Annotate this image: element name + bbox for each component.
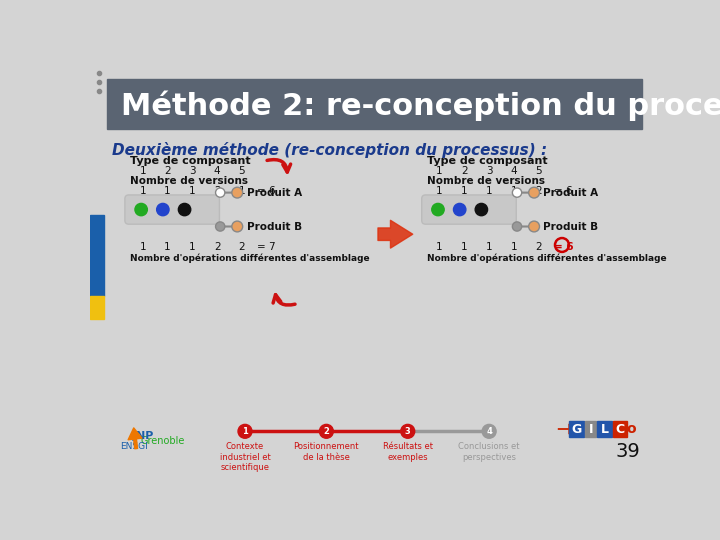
Text: G: G (572, 422, 582, 436)
Text: Produit A: Produit A (246, 187, 302, 198)
Text: Produit B: Produit B (544, 221, 598, 232)
Text: C: C (616, 422, 625, 436)
Circle shape (401, 424, 415, 438)
Text: Résultats et
exemples: Résultats et exemples (383, 442, 433, 462)
Circle shape (157, 204, 169, 215)
Text: Positionnement
de la thèse: Positionnement de la thèse (294, 442, 359, 462)
Circle shape (232, 187, 243, 198)
Text: Grenoble: Grenoble (140, 436, 185, 446)
Text: 1: 1 (189, 186, 196, 195)
Text: 5: 5 (536, 166, 542, 176)
Text: 1: 1 (436, 186, 443, 195)
Text: 1: 1 (238, 186, 246, 195)
Text: 2: 2 (214, 186, 220, 195)
Text: Nombre d'opérations différentes d'assemblage: Nombre d'opérations différentes d'assemb… (130, 253, 370, 263)
Circle shape (215, 188, 225, 197)
Text: 1: 1 (140, 186, 146, 195)
Text: 2: 2 (461, 166, 467, 176)
Text: 1: 1 (140, 166, 146, 176)
Text: Type de composant: Type de composant (130, 156, 251, 166)
Text: 4: 4 (214, 166, 220, 176)
Text: 1: 1 (164, 242, 171, 252)
Text: = 7: = 7 (258, 242, 276, 252)
Circle shape (475, 204, 487, 215)
Circle shape (454, 204, 466, 215)
Text: 5: 5 (238, 166, 246, 176)
Text: 1: 1 (436, 166, 443, 176)
Text: 1: 1 (461, 242, 467, 252)
Text: ENSGI: ENSGI (120, 442, 148, 451)
Bar (90, 215, 104, 296)
FancyBboxPatch shape (422, 195, 516, 224)
Text: 1: 1 (486, 186, 492, 195)
Text: 3: 3 (189, 166, 196, 176)
Circle shape (215, 222, 225, 231)
Text: JNP: JNP (132, 431, 154, 441)
Text: Contexte
industriel et
scientifique: Contexte industriel et scientifique (220, 442, 271, 472)
Bar (597, 421, 612, 437)
Bar (569, 421, 585, 437)
Text: 2: 2 (164, 166, 171, 176)
Text: 1: 1 (189, 242, 196, 252)
Circle shape (179, 204, 191, 215)
Text: 2: 2 (323, 427, 329, 436)
Circle shape (513, 222, 522, 231)
Text: 4: 4 (486, 427, 492, 436)
Text: Méthode 2: re-conception du processus: Méthode 2: re-conception du processus (121, 90, 720, 121)
Text: Deuxième méthode (re-conception du processus) :: Deuxième méthode (re-conception du proce… (112, 142, 546, 158)
Circle shape (135, 204, 148, 215)
Text: 2: 2 (214, 242, 220, 252)
Text: 2: 2 (536, 186, 542, 195)
Bar (585, 421, 596, 437)
Text: 1: 1 (461, 186, 467, 195)
Text: 1: 1 (510, 242, 517, 252)
Text: Nombre d'opérations différentes d'assemblage: Nombre d'opérations différentes d'assemb… (427, 253, 667, 263)
FancyArrowPatch shape (378, 220, 413, 248)
Bar (613, 421, 627, 437)
Text: I: I (588, 422, 593, 436)
Circle shape (238, 424, 252, 438)
FancyArrowPatch shape (128, 428, 142, 449)
Text: Produit A: Produit A (544, 187, 598, 198)
Circle shape (482, 424, 496, 438)
Text: 1: 1 (436, 242, 443, 252)
Circle shape (432, 204, 444, 215)
FancyBboxPatch shape (125, 195, 220, 224)
Circle shape (528, 187, 539, 198)
Text: Nombre de versions: Nombre de versions (130, 176, 248, 186)
Text: 4: 4 (510, 166, 517, 176)
Bar (90, 296, 104, 319)
Text: o: o (626, 422, 636, 436)
Text: Produit B: Produit B (246, 221, 302, 232)
Text: 1: 1 (242, 427, 248, 436)
Text: = 6: = 6 (554, 186, 573, 195)
FancyArrowPatch shape (267, 160, 291, 172)
Text: = 6: = 6 (554, 242, 574, 252)
FancyArrowPatch shape (273, 295, 295, 305)
Circle shape (528, 221, 539, 232)
Circle shape (320, 424, 333, 438)
Text: Conclusions et
perspectives: Conclusions et perspectives (459, 442, 520, 462)
Text: 3: 3 (405, 427, 410, 436)
Text: 1: 1 (164, 186, 171, 195)
Text: 2: 2 (238, 242, 246, 252)
Text: 1: 1 (486, 242, 492, 252)
FancyArrow shape (558, 424, 580, 434)
Text: 1: 1 (510, 186, 517, 195)
Text: 2: 2 (536, 242, 542, 252)
Text: = 6: = 6 (258, 186, 276, 195)
Circle shape (232, 221, 243, 232)
Text: Nombre de versions: Nombre de versions (427, 176, 545, 186)
Text: Type de composant: Type de composant (427, 156, 548, 166)
Text: 3: 3 (486, 166, 492, 176)
Bar (107, 79, 642, 129)
Text: L: L (600, 422, 608, 436)
Circle shape (513, 188, 522, 197)
Text: 39: 39 (616, 442, 640, 461)
Text: 1: 1 (140, 242, 146, 252)
